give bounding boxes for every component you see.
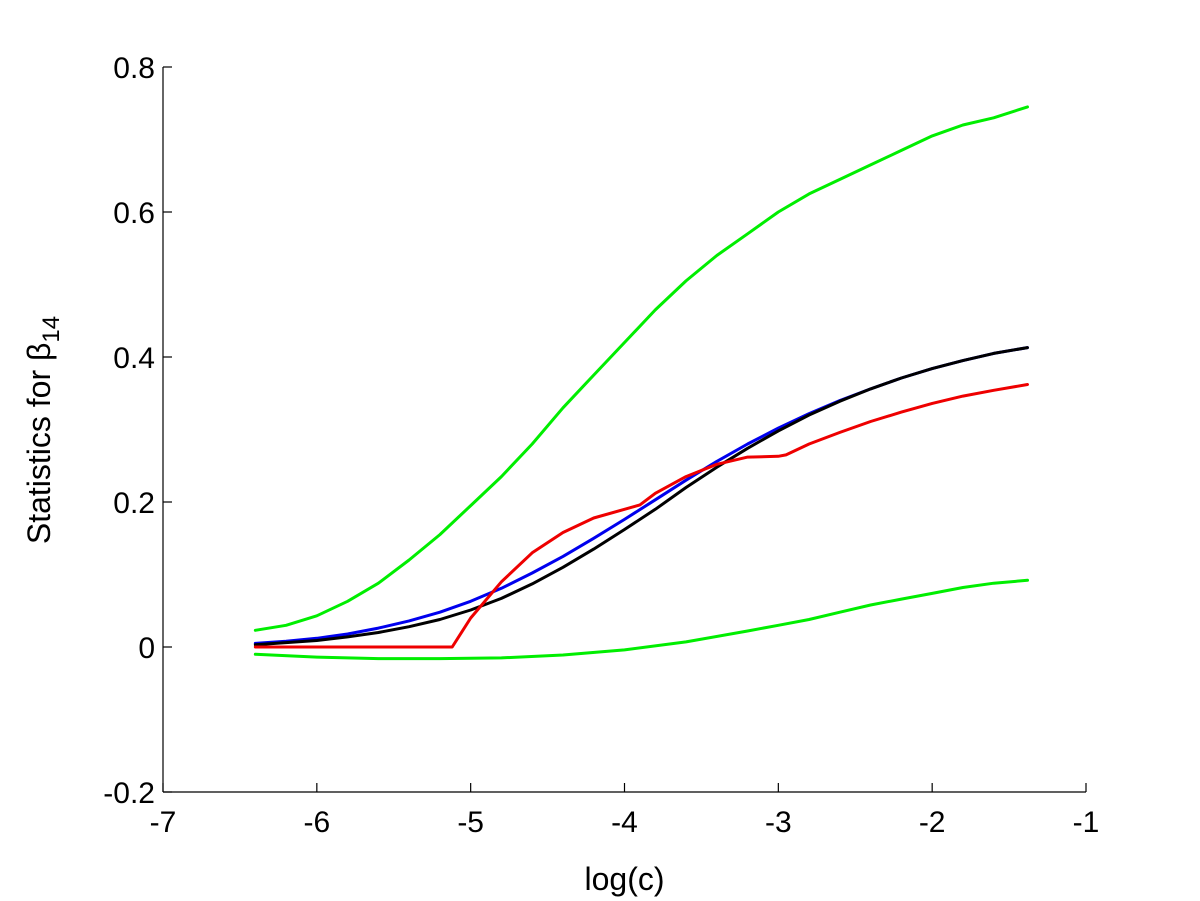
- y-axis-label-symbol: β: [21, 343, 57, 361]
- y-axis-label-subscript: 14: [38, 316, 65, 343]
- y-tick-label: 0.6: [113, 197, 155, 230]
- series-line-2: [253, 578, 1029, 661]
- ticks: -7 -6 -5 -4 -3 -2 -1 -0.2 0 0.2 0.4 0.6 0.8: [103, 52, 1099, 839]
- series-group: [253, 105, 1029, 661]
- y-axis-label-text: Statistics for: [21, 361, 57, 544]
- y-tick-label: 0.4: [113, 342, 155, 375]
- series-line-3: [253, 346, 1029, 645]
- x-tick-label: -5: [457, 806, 484, 839]
- x-axis-label: log(c): [584, 861, 664, 897]
- axes: [162, 67, 1086, 793]
- x-tick-label: -3: [765, 806, 792, 839]
- x-tick-label: -4: [611, 806, 638, 839]
- series-line-5: [253, 383, 1029, 649]
- y-tick-label: -0.2: [103, 777, 155, 810]
- y-tick-label: 0.8: [113, 52, 155, 85]
- y-tick-label: 0.2: [113, 487, 155, 520]
- x-tick-label: -1: [1073, 806, 1100, 839]
- series-line-4: [253, 346, 1029, 647]
- x-tick-label: -2: [919, 806, 946, 839]
- x-tick-label: -7: [150, 806, 177, 839]
- series-line-1: [253, 105, 1029, 632]
- x-tick-label: -6: [303, 806, 330, 839]
- y-tick-label: 0: [138, 632, 155, 665]
- y-axis-label: Statistics for β14: [21, 316, 65, 544]
